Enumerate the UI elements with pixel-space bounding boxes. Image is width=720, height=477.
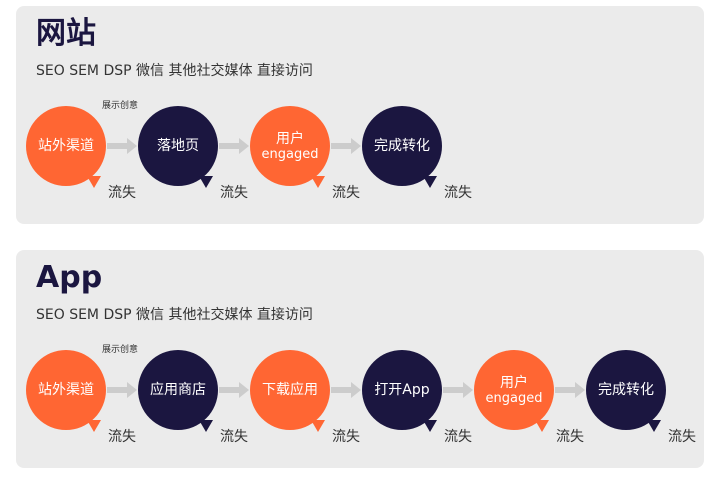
speech-tail-icon [199, 420, 213, 432]
churn-label: 流失 [108, 185, 136, 201]
churn-label: 流失 [332, 429, 360, 445]
speech-tail-icon [87, 420, 101, 432]
funnel-step-label: 落地页 [157, 138, 199, 154]
speech-tail-icon [423, 420, 437, 432]
churn-label: 流失 [556, 429, 584, 445]
speech-tail-icon [535, 420, 549, 432]
funnel-step-node: 下载应用 [250, 350, 330, 430]
speech-tail-icon [199, 176, 213, 188]
channel-list: SEO SEM DSP 微信 其他社交媒体 直接访问 [36, 307, 313, 323]
speech-tail-icon [311, 176, 325, 188]
speech-tail-icon [423, 176, 437, 188]
funnel-step-node: 落地页 [138, 106, 218, 186]
flow-arrow-icon [331, 382, 361, 398]
funnel-step-node: 完成转化 [362, 106, 442, 186]
funnel-step-sublabel: engaged [261, 146, 319, 162]
funnel-step-label: 完成转化 [374, 138, 430, 154]
speech-tail-icon [87, 176, 101, 188]
churn-label: 流失 [444, 185, 472, 201]
funnel-step-label: 应用商店 [150, 382, 206, 398]
churn-label: 流失 [108, 429, 136, 445]
funnel-step-sublabel: engaged [485, 390, 543, 406]
funnel-step-node: 应用商店 [138, 350, 218, 430]
flow-arrow-icon [555, 382, 585, 398]
creative-label: 展示创意 [102, 345, 139, 355]
flow-arrow-icon [219, 382, 249, 398]
churn-label: 流失 [220, 185, 248, 201]
funnel-step-node: 用户 engaged [474, 350, 554, 430]
section-title: App [36, 260, 103, 295]
funnel-step-label: 完成转化 [598, 382, 654, 398]
flow-arrow-icon [331, 138, 361, 154]
flow-arrow-icon [219, 138, 249, 154]
speech-tail-icon [311, 420, 325, 432]
funnel-step-node: 用户 engaged [250, 106, 330, 186]
channel-list: SEO SEM DSP 微信 其他社交媒体 直接访问 [36, 63, 313, 79]
funnel-step-label: 用户 [500, 374, 528, 391]
flow-arrow-icon [107, 382, 137, 398]
funnel-step-label: 站外渠道 [38, 382, 94, 398]
flow-arrow-icon [443, 382, 473, 398]
speech-tail-icon [647, 420, 661, 432]
funnel-step-label: 站外渠道 [38, 138, 94, 154]
churn-label: 流失 [220, 429, 248, 445]
app-funnel-panel: App SEO SEM DSP 微信 其他社交媒体 直接访问 展示创意 站外渠道… [16, 250, 704, 468]
funnel-step-node: 完成转化 [586, 350, 666, 430]
creative-label: 展示创意 [102, 101, 139, 111]
funnel-step-node: 站外渠道 [26, 106, 106, 186]
funnel-step-label: 打开App [374, 382, 430, 398]
churn-label: 流失 [668, 429, 696, 445]
funnel-step-node: 站外渠道 [26, 350, 106, 430]
flow-arrow-icon [107, 138, 137, 154]
churn-label: 流失 [332, 185, 360, 201]
funnel-step-node: 打开App [362, 350, 442, 430]
funnel-step-label: 用户 [276, 130, 304, 147]
section-title: 网站 [36, 16, 96, 51]
funnel-step-label: 下载应用 [262, 382, 318, 398]
churn-label: 流失 [444, 429, 472, 445]
website-funnel-panel: 网站 SEO SEM DSP 微信 其他社交媒体 直接访问 展示创意 站外渠道流… [16, 6, 704, 224]
